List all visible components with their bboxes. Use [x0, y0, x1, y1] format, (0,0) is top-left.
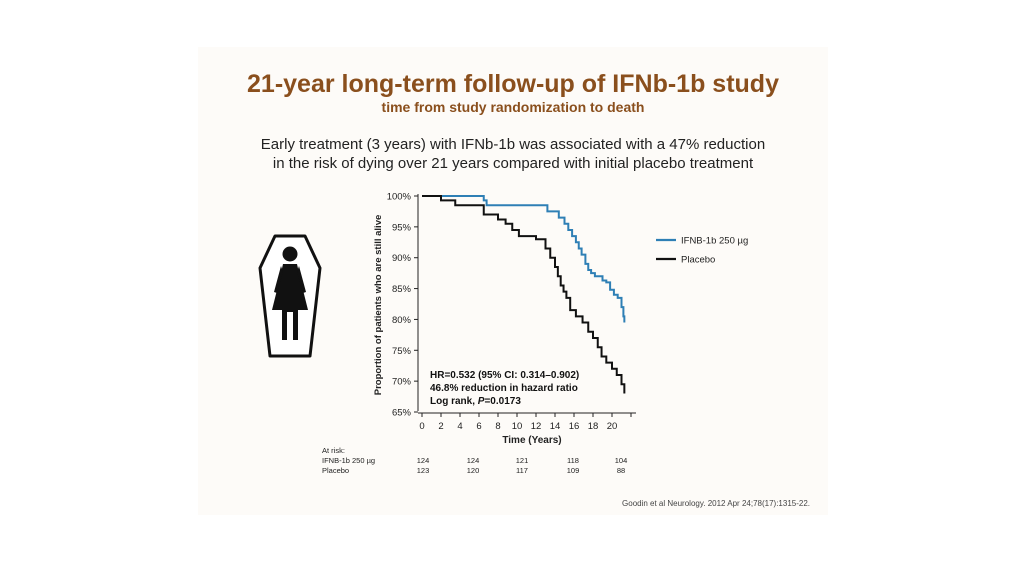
slide-subtitle: time from study randomization to death [381, 99, 645, 115]
survival-curves [422, 195, 626, 394]
series-line-ifnb [422, 195, 626, 323]
y-tick-label: 65% [392, 408, 412, 419]
x-tick-label: 8 [495, 421, 500, 432]
lead-line-2: in the risk of dying over 21 years compa… [272, 155, 754, 172]
x-tick-label: 16 [569, 421, 580, 432]
y-tick-label: 100% [387, 192, 412, 203]
x-tick-label: 0 [419, 421, 424, 432]
x-tick-label: 2 [438, 421, 443, 432]
at-risk-row-ifnb: IFNB-1b 250 µg 124 124 121 118 104 [322, 456, 652, 466]
at-risk-value: 88 [616, 466, 626, 475]
at-risk-value: 109 [566, 466, 580, 475]
at-risk-value: 124 [416, 456, 430, 465]
legend: IFNB-1b 250 µg Placebo [656, 236, 748, 266]
x-tick-label: 4 [457, 421, 462, 432]
x-tick-label: 14 [550, 421, 561, 432]
at-risk-value: 120 [466, 466, 480, 475]
y-tick-label: 80% [392, 315, 412, 326]
hazard-ratio-annotation: HR=0.532 (95% CI: 0.314–0.902) 46.8% red… [430, 370, 579, 407]
at-risk-value: 117 [516, 466, 528, 475]
legend-label-placebo: Placebo [681, 255, 715, 266]
y-axis-label: Proportion of patients who are still ali… [373, 215, 384, 396]
at-risk-value: 104 [614, 456, 628, 465]
at-risk-value: 121 [515, 456, 529, 465]
at-risk-header: At risk: [322, 446, 345, 455]
x-tick-label: 12 [531, 421, 542, 432]
lead-statement: Early treatment (3 years) with IFNb-1b w… [198, 135, 828, 173]
at-risk-label: IFNB-1b 250 µg [322, 456, 376, 465]
x-tick-label: 18 [588, 421, 599, 432]
at-risk-table: At risk: IFNB-1b 250 µg 124 124 121 118 … [322, 446, 652, 476]
at-risk-value: 124 [466, 456, 480, 465]
legend-label-ifnb: IFNB-1b 250 µg [681, 236, 748, 247]
at-risk-row-placebo: Placebo 123 120 117 109 88 [322, 466, 652, 476]
y-tick-label: 85% [392, 284, 412, 295]
annotation-hr: HR=0.532 (95% CI: 0.314–0.902) [430, 370, 579, 381]
x-axis-ticks: 0 2 4 6 8 10 12 14 16 18 20 [419, 413, 632, 432]
lead-line-1: Early treatment (3 years) with IFNb-1b w… [260, 136, 766, 153]
y-tick-label: 90% [392, 253, 412, 264]
at-risk-header-row: At risk: [322, 446, 652, 456]
y-axis-ticks: 65% 70% 75% 80% 85% 90% 95% 100% [387, 192, 418, 419]
y-tick-label: 95% [392, 222, 412, 233]
annotation-reduction: 46.8% reduction in hazard ratio [430, 383, 578, 394]
series-line-placebo [422, 195, 626, 394]
y-tick-label: 70% [392, 377, 412, 388]
at-risk-value: 118 [567, 456, 579, 465]
female-in-coffin-icon [258, 234, 322, 358]
x-tick-label: 6 [476, 421, 481, 432]
x-tick-label: 20 [607, 421, 618, 432]
at-risk-label: Placebo [322, 466, 350, 475]
x-axis-label: Time (Years) [502, 435, 561, 446]
annotation-logrank: Log rank, P=0.0173 [430, 396, 521, 407]
at-risk-value: 123 [416, 466, 430, 475]
x-tick-label: 10 [512, 421, 523, 432]
y-tick-label: 75% [392, 346, 412, 357]
citation: Goodin et al Neurology. 2012 Apr 24;78(1… [622, 499, 810, 508]
slide-title: 21-year long-term follow-up of IFNb-1b s… [247, 70, 779, 98]
